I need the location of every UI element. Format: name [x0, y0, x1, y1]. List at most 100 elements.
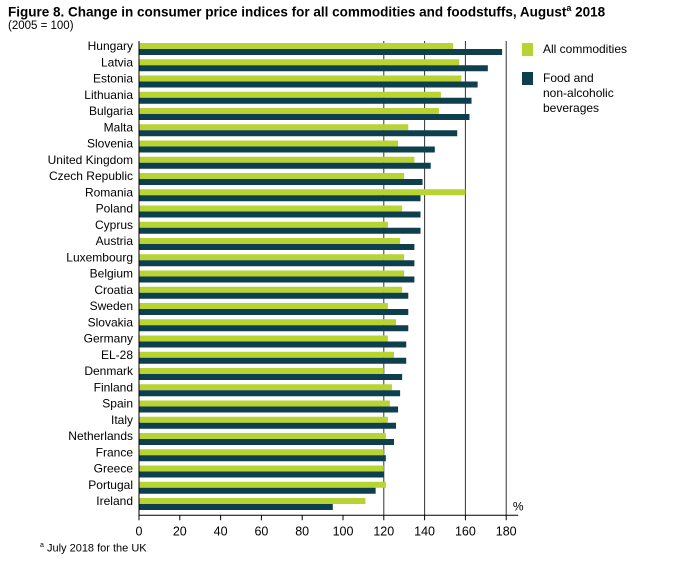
category-label: Spain [102, 397, 133, 411]
x-tick-label: 60 [254, 524, 268, 538]
bar-all-commodities [139, 481, 386, 488]
bar-all-commodities [139, 189, 466, 196]
bar-all-commodities [139, 140, 399, 147]
bar-food [139, 65, 488, 72]
x-tick-label: 140 [414, 524, 435, 538]
category-label: Estonia [93, 72, 133, 86]
category-label: Italy [111, 413, 133, 427]
bar-all-commodities [139, 108, 439, 114]
bar-all-commodities [139, 221, 388, 228]
bar-food [139, 244, 415, 250]
footnote: a July 2018 for the UK [40, 542, 147, 555]
category-label: Malta [104, 120, 134, 134]
category-label: Denmark [84, 364, 134, 378]
category-label: Slovakia [88, 315, 134, 329]
category-label: Cyprus [95, 218, 133, 232]
legend-label-food: Food and non-alcoholic beverages [543, 71, 614, 115]
bar-all-commodities [139, 238, 401, 244]
bar-all-commodities [139, 303, 388, 309]
category-label: Czech Republic [49, 169, 133, 183]
bar-all-commodities [139, 254, 405, 261]
bar-food [139, 422, 397, 429]
bar-food [139, 211, 421, 218]
x-tick-label: 20 [173, 524, 187, 538]
category-label: France [96, 445, 134, 459]
bar-all-commodities [139, 205, 403, 212]
bar-food [139, 504, 333, 510]
bar-food [139, 49, 503, 55]
category-label: Croatia [94, 283, 133, 297]
bar-all-commodities [139, 173, 405, 179]
bar-all-commodities [139, 286, 403, 293]
bar-food [139, 97, 472, 104]
bar-all-commodities [139, 91, 441, 98]
category-label: Germany [84, 332, 133, 346]
bar-food [139, 390, 401, 397]
bar-food [139, 195, 421, 202]
category-label: Greece [94, 462, 134, 476]
legend-swatch-all-commodities [522, 43, 533, 56]
bar-all-commodities [139, 498, 366, 504]
bar-food [139, 455, 386, 462]
x-tick-label: 0 [136, 524, 143, 538]
bar-food [139, 374, 403, 380]
category-label: Poland [96, 202, 133, 216]
legend-swatch-food [522, 72, 533, 85]
bar-all-commodities [139, 433, 386, 439]
legend-item-all-commodities: All commodities [522, 42, 673, 57]
bar-food [139, 162, 431, 169]
bar-all-commodities [139, 59, 460, 66]
bar-all-commodities [139, 384, 392, 391]
bar-food [139, 114, 470, 120]
bar-all-commodities [139, 319, 397, 326]
bar-all-commodities [139, 351, 394, 358]
category-label: Netherlands [68, 429, 133, 443]
category-label: Slovenia [87, 137, 133, 151]
bar-food [139, 471, 384, 478]
legend-label-all-commodities: All commodities [543, 42, 628, 56]
bar-food [139, 276, 415, 283]
bar-all-commodities [139, 75, 462, 82]
category-label: Ireland [96, 494, 133, 508]
category-label: Luxembourg [66, 250, 133, 264]
bar-food [139, 81, 478, 88]
category-label: Portugal [88, 478, 133, 492]
category-label: EL-28 [101, 348, 133, 362]
bar-all-commodities [139, 156, 415, 163]
bar-all-commodities [139, 400, 390, 407]
category-label: Lithuania [84, 88, 133, 102]
legend-item-food: Food and non-alcoholic beverages [522, 71, 673, 116]
bar-food [139, 227, 421, 234]
category-label: Austria [96, 234, 134, 248]
category-label: Sweden [90, 299, 133, 313]
bar-food [139, 260, 415, 267]
bar-all-commodities [139, 368, 384, 374]
x-tick-label: 180 [496, 524, 517, 538]
bar-all-commodities [139, 124, 409, 131]
legend: All commodities Food and non-alcoholic b… [522, 42, 673, 130]
bar-food [139, 146, 435, 153]
bar-food [139, 292, 409, 299]
bar-food [139, 341, 407, 348]
bar-food [139, 406, 399, 413]
category-label: Bulgaria [89, 104, 133, 118]
bar-food [139, 309, 409, 315]
x-unit-label: % [513, 499, 524, 513]
chart-subtitle: (2005 = 100) [8, 20, 74, 32]
category-label: Latvia [101, 55, 133, 69]
x-tick-label: 80 [295, 524, 309, 538]
bar-food [139, 179, 423, 185]
bar-all-commodities [139, 449, 384, 456]
x-tick-label: 40 [214, 524, 228, 538]
bar-all-commodities [139, 465, 384, 472]
bar-food [139, 325, 409, 332]
x-tick-label: 160 [455, 524, 476, 538]
bar-food [139, 487, 376, 494]
x-tick-label: 100 [333, 524, 354, 538]
chart-title: Figure 8. Change in consumer price indic… [8, 3, 606, 20]
bar-all-commodities [139, 270, 405, 277]
category-label: United Kingdom [48, 153, 133, 167]
bar-food [139, 357, 407, 364]
bar-all-commodities [139, 335, 388, 342]
